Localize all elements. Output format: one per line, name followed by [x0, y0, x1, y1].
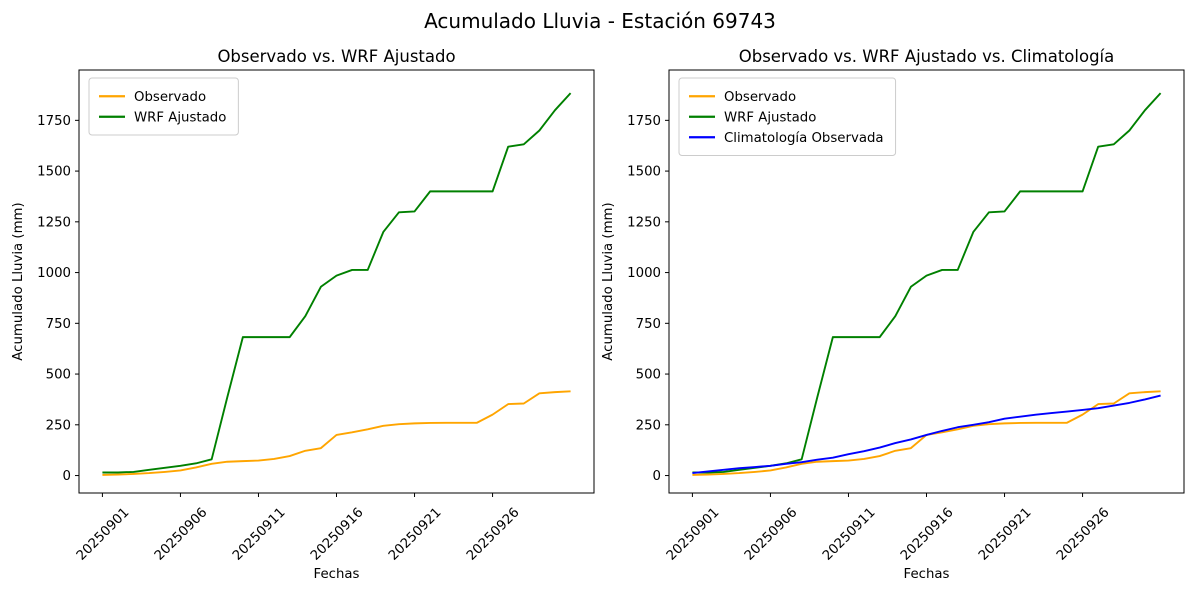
- y-tick-label: 500: [46, 368, 71, 383]
- y-tick-label: 1750: [37, 114, 71, 129]
- y-tick-label: 0: [63, 469, 71, 484]
- legend-label: Climatología Observada: [724, 130, 884, 146]
- series-line-wrf-ajustado: [102, 92, 572, 474]
- y-tick-label: 1500: [627, 165, 661, 180]
- axis-label-y: Acumulado Lluvia (mm): [11, 202, 26, 360]
- subplot-left: 0 250 500 750 1000 1250 1500 1750 20250901 202509…: [11, 47, 595, 582]
- x-tick-label: 20250911: [230, 505, 288, 563]
- legend-label: WRF Ajustado: [134, 110, 226, 125]
- y-tick-label: 750: [636, 317, 661, 332]
- y-tick-label: 1750: [627, 114, 661, 129]
- y-tick-label: 1250: [37, 215, 71, 230]
- y-tick-label: 500: [636, 368, 661, 383]
- subplot-right: 0 250 500 750 1000 1250 1500 1750 20250901 202509…: [601, 47, 1185, 582]
- x-tick-label: 20250901: [664, 505, 722, 563]
- y-tick-label: 1250: [627, 215, 661, 230]
- y-tick-label: 750: [46, 317, 71, 332]
- legend-label: Observado: [724, 90, 796, 105]
- subplot-title: Observado vs. WRF Ajustado: [217, 47, 455, 66]
- legend: Observado WRF Ajustado Climatología Observ…: [678, 77, 897, 156]
- x-tick-label: 20250921: [386, 505, 444, 563]
- axis-label-x: Fechas: [314, 567, 360, 582]
- legend-label: WRF Ajustado: [724, 110, 816, 125]
- x-tick-label: 20250916: [898, 505, 956, 563]
- x-tick-label: 20250911: [820, 505, 878, 563]
- y-tick-label: 1000: [627, 266, 661, 281]
- axes-frame: [78, 69, 595, 494]
- x-tick-label: 20250901: [74, 505, 132, 563]
- legend-label: Observado: [134, 90, 206, 105]
- x-tick-label: 20250906: [152, 505, 210, 563]
- series-line-observado: [102, 390, 571, 476]
- y-tick-label: 1500: [37, 165, 71, 180]
- figure-suptitle: Acumulado Lluvia - Estación 69743: [424, 9, 776, 33]
- x-tick-label: 20250921: [976, 505, 1034, 563]
- y-tick-label: 0: [653, 469, 661, 484]
- legend: Observado WRF Ajustado: [88, 77, 239, 136]
- y-tick-label: 250: [46, 418, 71, 433]
- legend-frame: [88, 77, 239, 136]
- y-tick-label: 1000: [37, 266, 71, 281]
- subplot-title: Observado vs. WRF Ajustado vs. Climatolo…: [739, 47, 1115, 66]
- x-tick-label: 20250926: [1054, 505, 1112, 563]
- x-tick-label: 20250916: [308, 505, 366, 563]
- axis-label-y: Acumulado Lluvia (mm): [601, 202, 616, 360]
- x-tick-label: 20250926: [464, 505, 522, 563]
- axis-label-x: Fechas: [904, 567, 950, 582]
- x-tick-label: 20250906: [742, 505, 800, 563]
- series-line-climatolog-a-observada: [692, 394, 1161, 475]
- legend-frame: [678, 77, 897, 156]
- y-tick-label: 250: [636, 418, 661, 433]
